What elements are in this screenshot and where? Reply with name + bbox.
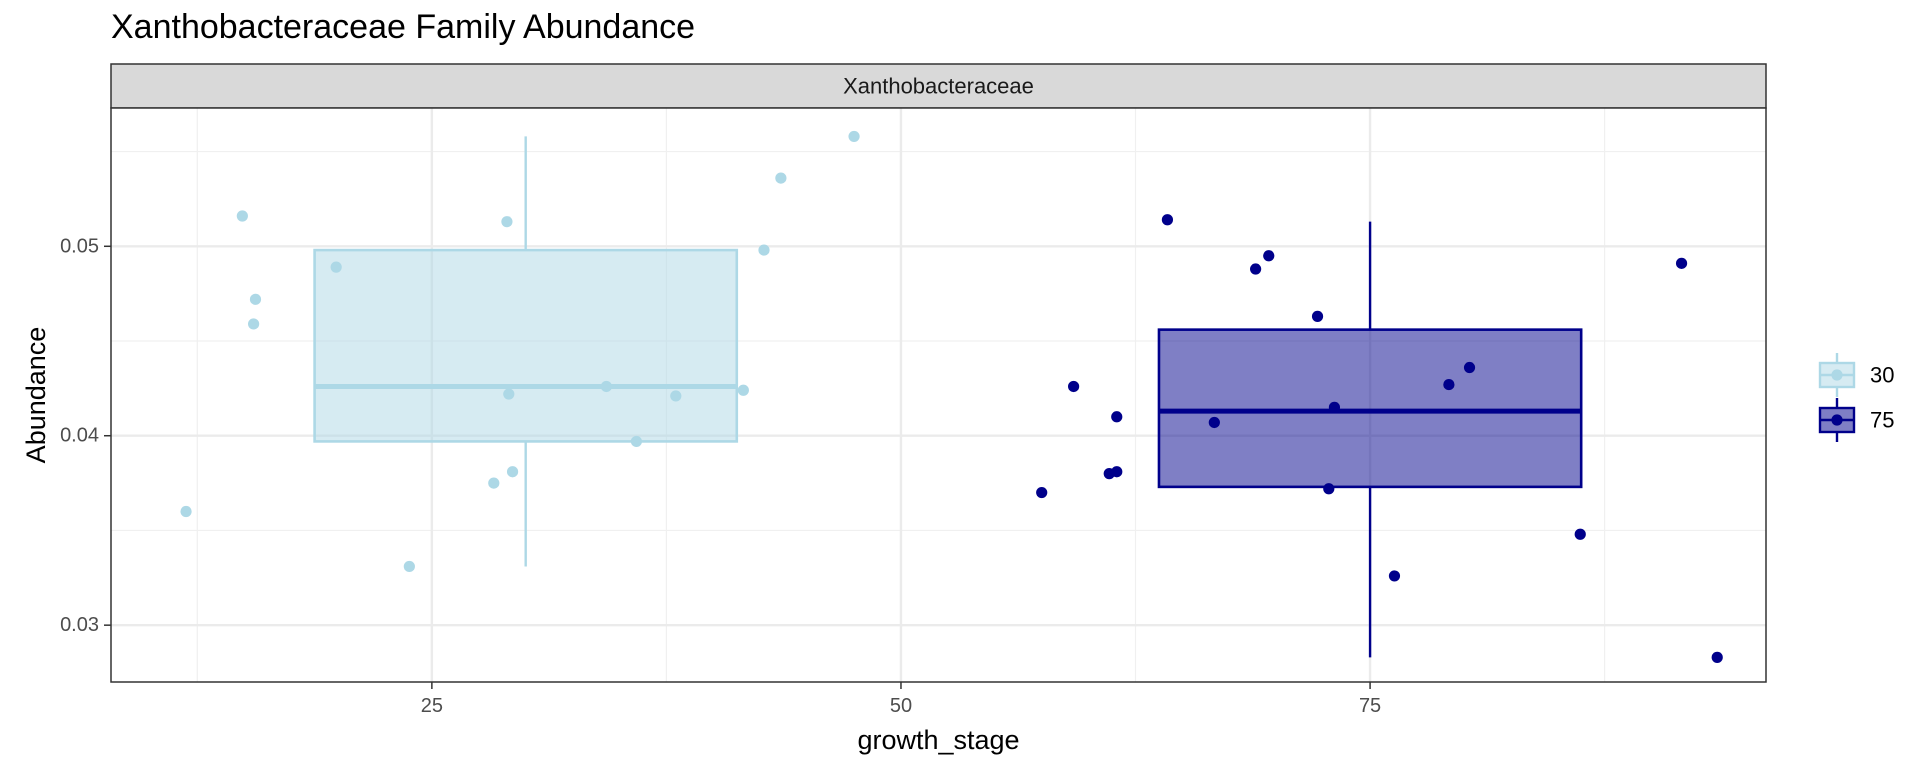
point-75 xyxy=(1388,570,1401,582)
point-75 xyxy=(1161,214,1174,226)
y-tick-label: 0.05 xyxy=(60,235,99,257)
point-30 xyxy=(506,466,519,478)
point-75 xyxy=(1111,466,1123,478)
point-30 xyxy=(488,477,500,489)
boxplots xyxy=(313,136,1583,658)
x-axis-ticks: 25 50 75 xyxy=(421,682,1381,717)
plot-border xyxy=(110,107,1767,683)
point-30 xyxy=(180,505,192,518)
facet-strip-background xyxy=(110,63,1767,109)
boxplot-30 xyxy=(313,136,739,567)
data-points xyxy=(180,130,1723,663)
y-tick-label: 0.04 xyxy=(60,425,99,447)
plot-panel xyxy=(110,107,1767,683)
chart-title: Xanthobacteraceae Family Abundance xyxy=(111,8,696,46)
point-75 xyxy=(1443,378,1455,391)
point-75 xyxy=(1111,411,1123,423)
y-tick-label: 0.03 xyxy=(60,614,99,636)
point-75 xyxy=(1036,486,1048,499)
axes: 25 50 75 0.03 0.04 0.05 growth_stage Abundan… xyxy=(21,235,1381,755)
point-75 xyxy=(1068,380,1080,393)
point-75 xyxy=(1263,250,1275,262)
legend-item-30: 30 xyxy=(1818,353,1894,397)
legend-label: 75 xyxy=(1870,408,1894,433)
point-30 xyxy=(848,130,860,143)
point-30 xyxy=(630,435,642,448)
point-30 xyxy=(758,244,770,256)
point-30 xyxy=(249,293,262,305)
point-75 xyxy=(1323,483,1335,495)
point-30 xyxy=(330,261,342,273)
point-75 xyxy=(1250,263,1262,275)
point-30 xyxy=(503,388,515,400)
point-30 xyxy=(737,384,749,396)
facet-label: Xanthobacteraceae xyxy=(843,74,1034,99)
facet-strip: Xanthobacteraceae xyxy=(110,63,1767,109)
legend-label: 30 xyxy=(1870,363,1894,388)
x-tick-label: 75 xyxy=(1359,695,1381,717)
point-30 xyxy=(403,560,415,573)
point-75 xyxy=(1675,257,1688,269)
point-75 xyxy=(1311,310,1324,322)
legend-key-point xyxy=(1831,414,1843,426)
point-75 xyxy=(1711,651,1723,663)
point-75 xyxy=(1328,401,1341,413)
point-75 xyxy=(1208,416,1220,429)
x-tick-label: 25 xyxy=(421,695,443,717)
legend-key-point xyxy=(1831,369,1843,381)
point-30 xyxy=(600,380,612,393)
point-30 xyxy=(248,318,260,330)
point-30 xyxy=(501,216,513,228)
box-body xyxy=(1157,328,1583,489)
point-30 xyxy=(670,390,682,402)
point-30 xyxy=(775,172,787,184)
y-axis-title: Abundance xyxy=(21,327,51,464)
legend: 30 75 xyxy=(1818,353,1894,442)
point-75 xyxy=(1574,528,1586,540)
legend-item-75: 75 xyxy=(1818,398,1894,442)
y-axis-ticks: 0.03 0.04 0.05 xyxy=(60,235,111,636)
x-tick-label: 50 xyxy=(890,695,912,717)
boxplot-75 xyxy=(1157,221,1583,658)
box-body xyxy=(313,248,739,443)
point-75 xyxy=(1463,361,1476,374)
point-30 xyxy=(236,210,248,222)
x-axis-title: growth_stage xyxy=(857,725,1019,755)
